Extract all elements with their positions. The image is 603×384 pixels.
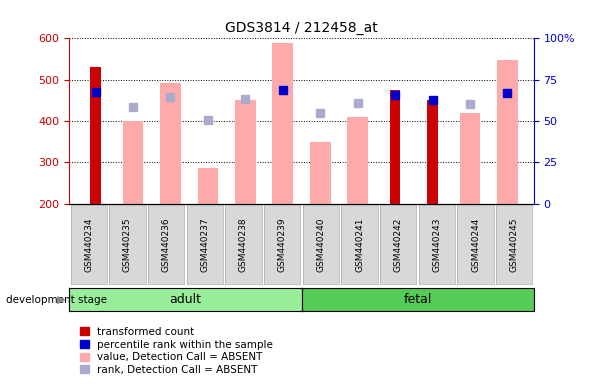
Text: GSM440240: GSM440240 — [317, 218, 326, 272]
Text: GSM440239: GSM440239 — [277, 217, 286, 272]
Legend: transformed count, percentile rank within the sample, value, Detection Call = AB: transformed count, percentile rank withi… — [78, 325, 276, 377]
Bar — [122, 121, 144, 204]
Text: GSM440245: GSM440245 — [510, 218, 519, 272]
Bar — [90, 67, 101, 204]
Text: GSM440237: GSM440237 — [200, 217, 209, 272]
Bar — [347, 117, 368, 204]
Bar — [459, 113, 481, 204]
Text: GSM440236: GSM440236 — [162, 217, 171, 272]
Text: GSM440242: GSM440242 — [394, 218, 403, 272]
Text: GSM440243: GSM440243 — [432, 218, 441, 272]
Text: ▶: ▶ — [57, 295, 66, 305]
Text: development stage: development stage — [6, 295, 107, 305]
Text: fetal: fetal — [403, 293, 432, 306]
Text: GSM440241: GSM440241 — [355, 218, 364, 272]
Text: GSM440235: GSM440235 — [123, 217, 132, 272]
Text: adult: adult — [169, 293, 201, 306]
Text: GSM440238: GSM440238 — [239, 217, 248, 272]
Title: GDS3814 / 212458_at: GDS3814 / 212458_at — [225, 21, 378, 35]
Bar — [198, 169, 218, 204]
Bar — [235, 100, 256, 204]
Text: GSM440234: GSM440234 — [84, 218, 93, 272]
Bar — [273, 43, 293, 204]
Bar — [497, 60, 518, 204]
Bar — [390, 90, 400, 204]
Text: GSM440244: GSM440244 — [471, 218, 480, 272]
Bar — [310, 142, 330, 204]
Bar — [160, 83, 181, 204]
Bar — [428, 100, 438, 204]
